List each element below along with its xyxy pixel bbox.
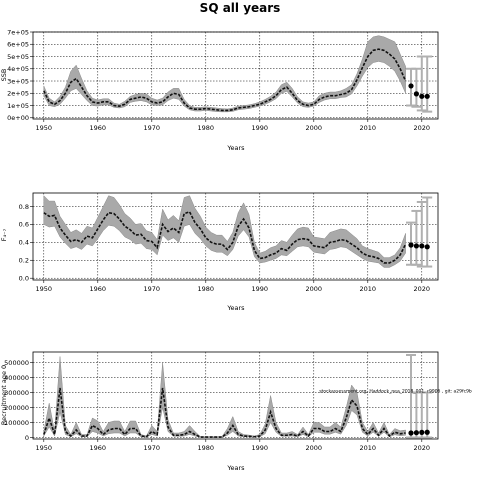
panel-1-projection-point-1: [413, 91, 419, 97]
panel-2-projection-point-2: [419, 243, 425, 249]
panel-2-xtick-label-3: 1980: [198, 285, 215, 293]
panel-3-frame: [32, 351, 439, 440]
panel-3-xlabel: Years: [226, 464, 245, 472]
panel-2-ytick-label-2: 0.4: [19, 239, 29, 247]
panel-1-ytick-label-0: 0e+00: [7, 114, 29, 122]
panel-2-frame: [32, 192, 439, 281]
panel-1-confidence-band: [43, 35, 406, 113]
panel-3-projection-point-1: [413, 430, 419, 436]
panel-1-xtick-label-5: 2000: [306, 124, 323, 132]
panel-3-annotation: stockassessment.org, Haddock_nea_2018_00…: [319, 389, 472, 395]
panel-3-xtick-label-2: 1970: [144, 444, 161, 452]
panel-2-xtick-label-7: 2020: [414, 285, 431, 293]
panel-3-xtick-label-3: 1980: [198, 444, 215, 452]
panel-2-xtick-label-2: 1970: [144, 285, 161, 293]
panel-2-xtick-label-5: 2000: [306, 285, 323, 293]
panel-2-ylabel: F₄₋₇: [0, 228, 8, 241]
panel-1-series-line: [43, 48, 407, 112]
panel-3-ytick-label-5: 500000: [4, 359, 29, 367]
panel-2-projection-point-0: [408, 242, 414, 248]
panel-2-series-line: [43, 210, 407, 264]
panel-2-xtick-label-4: 1990: [252, 285, 269, 293]
panel-1-xtick-label-2: 1970: [144, 124, 161, 132]
panel-2-ytick-label-4: 0.8: [19, 203, 29, 211]
panel-1-ytick-label-1: 1e+05: [7, 102, 29, 110]
figure-title: SQ all years: [199, 1, 281, 15]
panel-3-xtick-label-1: 1960: [90, 444, 107, 452]
panel-2-ytick-label-0: 0.0: [19, 275, 29, 283]
panel-1-xtick-label-3: 1980: [198, 124, 215, 132]
panel-1-xtick-label-4: 1990: [252, 124, 269, 132]
panel-1-projection-point-3: [424, 93, 430, 99]
panel-2-projection-point-3: [424, 244, 430, 250]
panel-3-ytick-label-0: 0: [25, 434, 29, 442]
panel-3-xtick-label-5: 2000: [306, 444, 323, 452]
panel-1-xtick-label-6: 2010: [360, 124, 377, 132]
panel-1-ytick-label-5: 5e+05: [7, 53, 29, 61]
panel-1-xtick-label-1: 1960: [90, 124, 107, 132]
panel-1-xlabel: Years: [226, 144, 245, 152]
panel-3-projection-point-3: [424, 429, 430, 435]
panel-3-xtick-label-4: 1990: [252, 444, 269, 452]
panel-3-xtick-label-7: 2020: [414, 444, 431, 452]
panel-2-ytick-label-1: 0.2: [19, 257, 29, 265]
panel-2-xlabel: Years: [226, 304, 245, 312]
panel-1-ytick-label-3: 3e+05: [7, 77, 29, 85]
panel-2-xtick-label-1: 1960: [90, 285, 107, 293]
panel-1-projection-point-2: [419, 93, 425, 99]
panel-1-ylabel: SSB: [0, 69, 8, 82]
panel-1-projection-point-0: [408, 83, 414, 89]
panel-1-ytick-label-7: 7e+05: [7, 28, 29, 36]
panel-1-ytick-label-4: 4e+05: [7, 65, 29, 73]
panel-3-ytick-label-2: 200000: [4, 404, 29, 412]
panel-2-ytick-label-3: 0.6: [19, 221, 29, 229]
panel-3-ytick-label-3: 300000: [4, 389, 29, 397]
panel-1-ytick-label-2: 2e+05: [7, 90, 29, 98]
panel-3-ytick-label-4: 400000: [4, 374, 29, 382]
panel-2-xtick-label-0: 1950: [36, 285, 53, 293]
panel-1-ytick-label-6: 6e+05: [7, 41, 29, 49]
panel-3-projection-point-0: [408, 430, 414, 436]
panel-3-projection-point-2: [419, 429, 425, 435]
panel-2-xtick-label-6: 2010: [360, 285, 377, 293]
panel-3-ylabel: Recruitment age 0: [0, 365, 8, 425]
panel-2-confidence-band: [43, 195, 406, 268]
panel-2-projection-point-1: [413, 243, 419, 249]
panel-1-xtick-label-0: 1950: [36, 124, 53, 132]
panel-3-xtick-label-6: 2010: [360, 444, 377, 452]
panel-3-confidence-band: [43, 356, 406, 438]
panel-3-series-line: [43, 387, 406, 438]
panel-3-xtick-label-0: 1950: [36, 444, 53, 452]
panel-1-xtick-label-7: 2020: [414, 124, 431, 132]
panel-1-frame: [32, 31, 439, 120]
panel-3-ytick-label-1: 100000: [4, 419, 29, 427]
